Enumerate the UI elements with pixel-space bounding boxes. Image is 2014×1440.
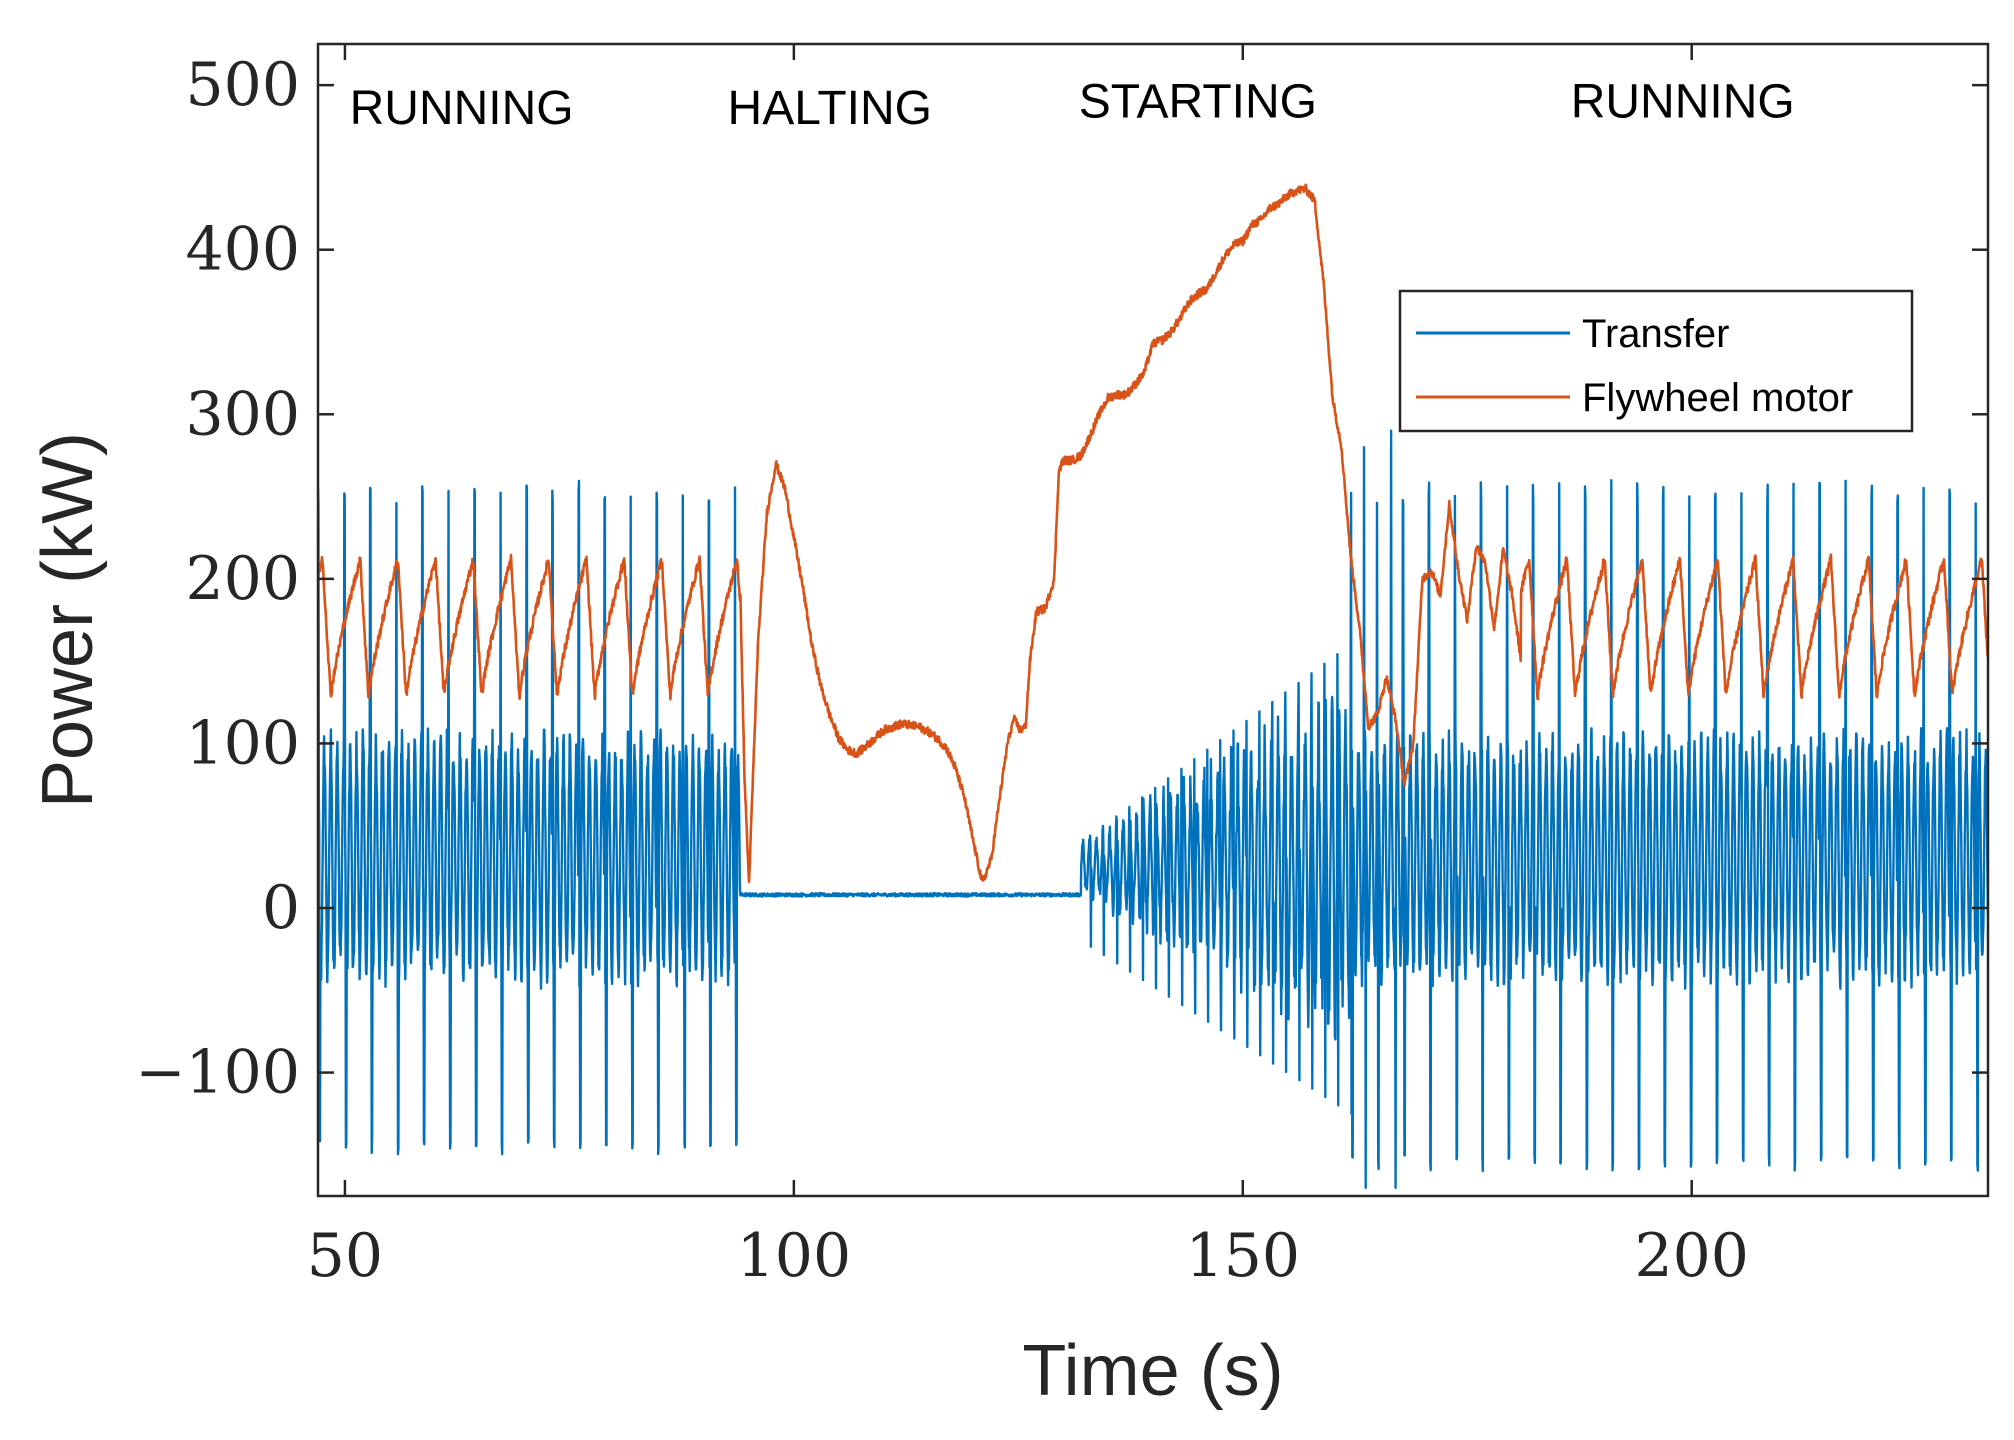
series-line-flywheel-motor xyxy=(318,183,1988,884)
plot-background xyxy=(318,44,1988,1196)
state-label: RUNNING xyxy=(1571,76,1795,129)
y-tick-label: 0 xyxy=(262,873,300,943)
x-tick-label: 200 xyxy=(1634,1221,1749,1291)
series-layer xyxy=(318,183,1988,1189)
y-tick-label: 500 xyxy=(185,50,300,120)
y-tick-label: 200 xyxy=(185,544,300,614)
x-tick-label: 150 xyxy=(1186,1221,1301,1291)
legend-label: Flywheel motor xyxy=(1582,376,1853,420)
x-axis-title: Time (s) xyxy=(1022,1331,1283,1411)
y-tick-label: 400 xyxy=(185,215,300,285)
annotation-layer: RUNNING HALTING STARTING RUNNING xyxy=(350,76,1795,136)
legend: Transfer Flywheel motor xyxy=(1398,289,1914,433)
axes-layer: 50 100 150 200 −100 0 100 200 300 400 500 Time (s) P… xyxy=(28,42,1990,1411)
y-tick-label: −100 xyxy=(135,1038,300,1108)
y-tick-label: 100 xyxy=(185,708,300,778)
x-tick-label: 100 xyxy=(737,1221,852,1291)
series-line-transfer xyxy=(318,429,1988,1189)
state-label: STARTING xyxy=(1079,76,1317,129)
y-axis-title: Power (kW) xyxy=(28,432,108,808)
state-label: HALTING xyxy=(728,82,932,135)
legend-box xyxy=(1398,289,1914,433)
y-tick-label: 300 xyxy=(185,379,300,449)
x-tick-label: 50 xyxy=(307,1221,383,1291)
axes-box xyxy=(316,42,1990,1198)
state-label: RUNNING xyxy=(350,82,574,135)
legend-label: Transfer xyxy=(1582,312,1729,356)
